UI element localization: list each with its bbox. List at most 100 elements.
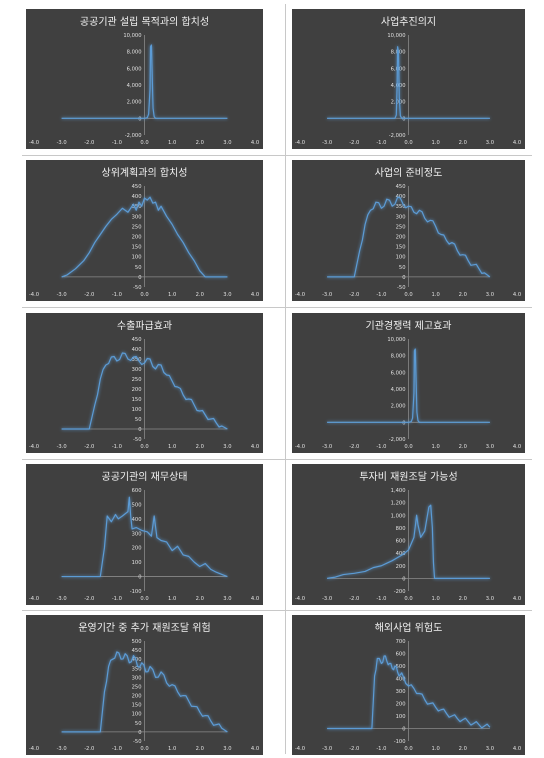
x-tick-label: -4.0 [295,292,305,298]
x-tick-label: 4.0 [513,140,521,146]
x-tick-label: 2.0 [459,444,467,450]
x-tick-label: -3.0 [322,444,332,450]
x-tick-label: -1.0 [376,140,386,146]
y-tick-label: 6,000 [127,66,142,72]
y-tick-label: 150 [132,245,142,251]
y-tick-label: 400 [396,677,406,683]
y-tick-label: 4,000 [391,387,406,393]
row-separator [22,459,532,460]
y-tick-label: 500 [396,664,406,670]
y-tick-label: 100 [396,714,406,720]
x-tick-label: 0.0 [140,140,148,146]
x-tick-label: -2.0 [349,140,359,146]
chart-title: 사업의 준비정도 [374,168,443,179]
y-tick-label: 200 [132,546,142,552]
chart-panel-8: 투자비 재원조달 가능성 -200 0 200 400 600 800 1,000 1,200… [292,464,525,605]
x-tick-label: -2.0 [349,444,359,450]
chart-panel-9: 운영기간 중 추가 재원조달 위험 -50 0 50 100 150 200 250 300 3… [26,615,263,755]
y-tick-label: 0 [138,427,141,433]
x-tick-label: 4.0 [251,292,259,298]
y-tick-label: 4,000 [127,83,142,89]
y-tick-label: 400 [396,551,406,557]
y-tick-label: 700 [396,639,406,645]
x-tick-label: 2.0 [459,746,467,752]
x-tick-label: 3.0 [223,746,231,752]
x-tick-label: 1.0 [168,746,176,752]
y-tick-label: -200 [394,589,406,595]
y-tick-label: 350 [132,204,142,210]
series-line [61,196,228,278]
y-tick-label: 10,000 [387,33,405,39]
series-line [61,352,228,430]
x-tick-label: -1.0 [112,140,122,146]
y-tick-label: 450 [396,184,406,190]
chart-panel-1: 공공기관 설립 목적과의 합치성 -2,000 0 2,000 4,000 6,000 8… [26,9,263,149]
x-tick-label: -4.0 [295,746,305,752]
x-tick-label: -4.0 [295,140,305,146]
x-tick-label: -2.0 [84,746,94,752]
chart-svg: -50 0 50 100 150 200 250 300 350 400 450 -4.0 -3.0 -2… [29,184,259,298]
y-tick-label: 200 [396,235,406,241]
chart-panel-10: 해외사업 위험도 -100 0 100 200 300 400 500 600 700 -4.0-… [292,615,525,755]
x-tick-label: 2.0 [196,746,204,752]
y-tick-label: 800 [396,526,406,532]
x-tick-label: -3.0 [57,292,67,298]
x-tick-label: 0.0 [404,292,412,298]
y-tick-label: 50 [135,265,142,271]
y-tick-label: 300 [396,214,406,220]
x-tick-label: 2.0 [196,292,204,298]
chart-title: 사업추진의지 [380,17,437,28]
y-tick-label: 0 [402,275,405,281]
x-tick-label: 0.0 [140,292,148,298]
y-tick-label: 0 [402,116,405,122]
series-line [327,504,490,579]
y-tick-label: 350 [132,357,142,363]
y-tick-label: 8,000 [391,354,406,360]
x-tick-label: 3.0 [486,596,494,602]
series-line [61,651,228,733]
y-tick-label: 8,000 [127,50,142,56]
y-tick-label: -50 [133,437,141,443]
x-tick-label: 1.0 [432,746,440,752]
y-tick-label: 250 [132,224,142,230]
y-tick-label: 300 [132,367,142,373]
x-tick-label: 2.0 [196,596,204,602]
x-tick-label: 1.0 [168,596,176,602]
y-tick-label: 10,000 [387,337,405,343]
y-tick-label: 200 [132,694,142,700]
x-tick-label: 1.0 [168,444,176,450]
x-tick-label: -2.0 [84,292,94,298]
x-tick-label: -3.0 [322,746,332,752]
y-tick-label: 2,000 [127,100,142,106]
chart-title: 운영기간 중 추가 재원조달 위험 [78,623,211,634]
x-tick-label: -1.0 [112,596,122,602]
chart-panel-5: 수출파급효과 -50 0 50 100 150 200 250 300 350 400 450 -4.… [26,313,263,453]
x-tick-label: 3.0 [486,292,494,298]
chart-svg: -200 0 200 400 600 800 1,000 1,200 1,400 -4.0 -3.0… [295,488,521,602]
x-tick-label: -2.0 [84,140,94,146]
x-tick-label: -2.0 [349,292,359,298]
x-tick-label: 0.0 [404,140,412,146]
x-tick-label: -1.0 [376,746,386,752]
y-tick-label: 300 [132,675,142,681]
y-tick-label: 1,200 [391,501,406,507]
y-tick-label: 0 [402,420,405,426]
row-separator [22,155,532,156]
chart-title: 공공기관의 재무상태 [101,472,188,483]
row-separator [22,307,532,308]
x-tick-label: -4.0 [29,140,39,146]
x-tick-label: 2.0 [459,292,467,298]
chart-panel-7: 공공기관의 재무상태 -100 0 100 200 300 400 500 600 -4.0 -3… [26,464,263,605]
x-tick-label: 0.0 [404,746,412,752]
x-tick-label: 0.0 [140,444,148,450]
y-tick-label: -50 [133,285,141,291]
x-tick-label: 4.0 [513,596,521,602]
y-tick-label: 50 [135,721,142,727]
x-tick-label: 1.0 [432,140,440,146]
y-tick-label: 250 [132,684,142,690]
y-tick-label: 100 [132,407,142,413]
y-tick-label: 2,000 [391,404,406,410]
chart-panel-4: 사업의 준비정도 -50 0 50 100 150 200 250 300 350 400 450-… [292,160,525,301]
